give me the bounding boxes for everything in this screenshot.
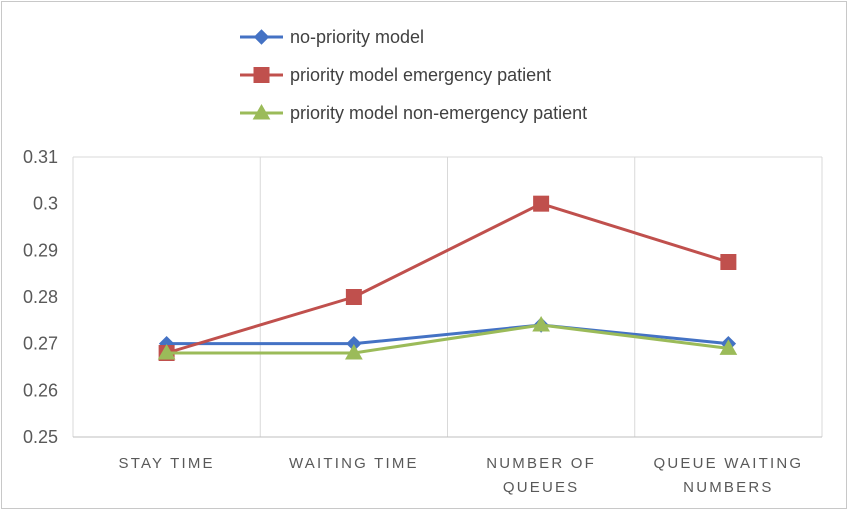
- x-category-label: WAITING TIME: [289, 455, 419, 472]
- x-category-label: NUMBERS: [683, 479, 773, 496]
- data-point-3: [719, 339, 738, 355]
- y-tick-label: 0.31: [23, 147, 58, 167]
- legend-label-3: priority model non-emergency patient: [290, 103, 587, 123]
- y-tick-label: 0.28: [23, 287, 58, 307]
- series-line-2: [166, 202, 729, 355]
- y-tick-label: 0.26: [23, 380, 58, 400]
- series-line-3: [166, 323, 729, 355]
- data-point-2: [533, 195, 550, 212]
- y-tick-label: 0.25: [23, 427, 58, 447]
- y-tick-label: 0.27: [23, 334, 58, 354]
- data-point-3: [345, 343, 363, 360]
- legend-marker-3: [252, 103, 271, 120]
- y-tick-label: 0.29: [23, 240, 58, 260]
- data-point-3: [157, 343, 176, 360]
- legend-label-1: no-priority model: [290, 27, 424, 47]
- legend-marker-2: [253, 67, 270, 83]
- x-category-label: QUEUES: [503, 479, 580, 496]
- data-point-2: [720, 254, 737, 270]
- legend-marker-1: [253, 29, 270, 45]
- y-tick-label: 0.3: [33, 194, 58, 214]
- x-category-label: QUEUE WAITING: [654, 455, 804, 472]
- data-point-3: [532, 315, 550, 332]
- series-line-1: [166, 323, 729, 346]
- legend-label-2: priority model emergency patient: [290, 65, 551, 85]
- data-point-2: [345, 289, 362, 305]
- x-category-label: NUMBER OF: [486, 455, 596, 472]
- x-category-label: STAY TIME: [119, 455, 215, 472]
